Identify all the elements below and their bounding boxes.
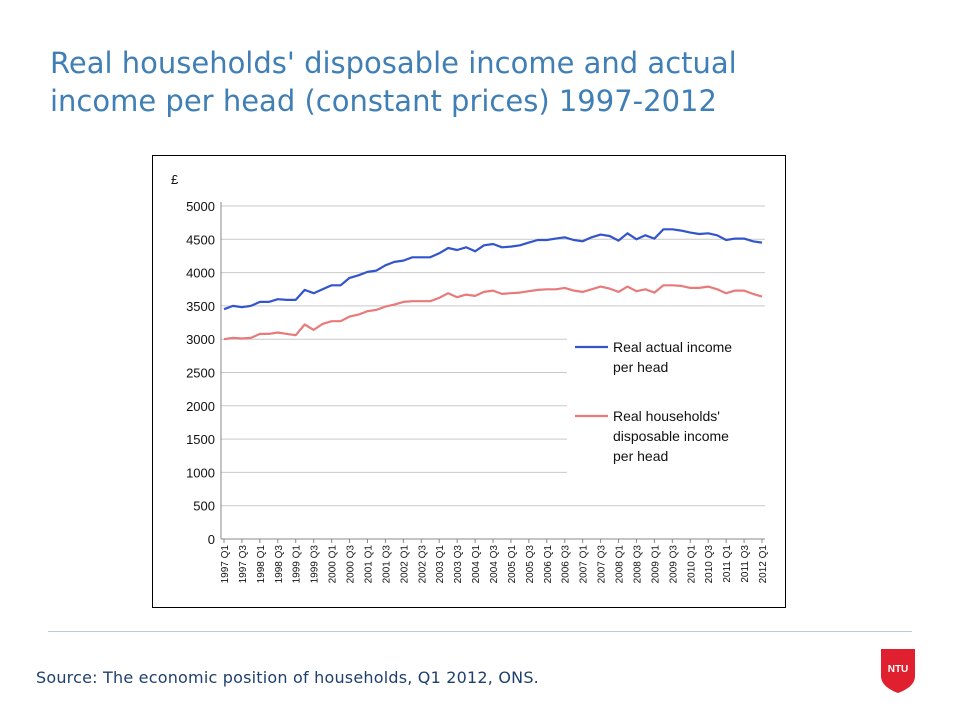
- x-tick-label: 2000 Q3: [346, 545, 357, 584]
- x-tick-label: 2004 Q1: [471, 545, 482, 584]
- x-tick-label: 2002 Q3: [417, 545, 428, 584]
- x-tick-label: 2005 Q3: [525, 545, 536, 584]
- x-tick-label: 2006 Q3: [561, 545, 572, 584]
- ntu-logo: NTU: [881, 649, 915, 693]
- series-line-2: [223, 284, 763, 341]
- y-tick-label: 3500: [186, 299, 215, 314]
- x-tick-label: 2007 Q3: [597, 545, 608, 584]
- ntu-shield-icon: [881, 649, 915, 693]
- legend-label-1: Real actual income: [613, 339, 732, 355]
- y-axis-label: £: [171, 172, 179, 187]
- series-line-1: [223, 228, 763, 311]
- x-tick-label: 2007 Q1: [579, 545, 590, 584]
- x-tick-label: 2010 Q3: [704, 545, 715, 584]
- x-tick-label: 1999 Q1: [292, 545, 303, 584]
- x-tick-label: 2008 Q3: [632, 545, 643, 584]
- x-tick-label: 2003 Q3: [453, 545, 464, 584]
- y-tick-label: 2000: [186, 399, 215, 414]
- x-tick-label: 2011 Q1: [722, 545, 733, 583]
- x-tick-label: 1998 Q3: [274, 545, 285, 584]
- line-chart: 0 500 1000 1500 2000 2500 3000 3500 4000 4500 5000…: [171, 172, 769, 584]
- x-tick-label: 2006 Q1: [543, 545, 554, 584]
- x-tick-label: 2010 Q1: [686, 545, 697, 584]
- ntu-logo-text: NTU: [888, 664, 909, 675]
- x-tick-label: 1999 Q3: [310, 545, 321, 584]
- x-tick-label: 1997 Q1: [220, 545, 231, 584]
- footer-divider: [48, 631, 912, 632]
- x-tick-label: 2002 Q1: [399, 545, 410, 584]
- y-tick-label: 2500: [186, 366, 215, 381]
- x-tick-label: 2009 Q3: [668, 545, 679, 584]
- x-tick-label: 2008 Q1: [615, 545, 626, 584]
- x-tick-label: 2004 Q3: [489, 545, 500, 584]
- page-title-line-1: Real households' disposable income and a…: [50, 46, 737, 80]
- y-tick-label: 5000: [186, 199, 215, 214]
- y-tick-label: 0: [208, 532, 215, 547]
- x-tick-label: 1998 Q1: [256, 545, 267, 584]
- source-note: Source: The economic position of househo…: [36, 668, 539, 687]
- page-title: Real households' disposable income and a…: [50, 44, 910, 120]
- x-tick-label: 1997 Q3: [238, 545, 249, 584]
- legend-label-1: per head: [613, 359, 668, 375]
- x-tick-label: 2009 Q1: [650, 545, 661, 584]
- chart-frame: 0 500 1000 1500 2000 2500 3000 3500 4000 4500 5000…: [152, 155, 786, 608]
- legend-label-2: per head: [613, 448, 668, 464]
- y-tick-label: 500: [193, 499, 215, 514]
- legend-box: [567, 334, 767, 474]
- legend-label-2: Real households': [613, 408, 720, 424]
- y-tick-label: 4000: [186, 266, 215, 281]
- x-tick-label: 2011 Q3: [740, 545, 751, 583]
- x-tick-label: 2001 Q3: [381, 545, 392, 584]
- x-tick-label: 2000 Q1: [328, 545, 339, 584]
- y-tick-label: 4500: [186, 232, 215, 247]
- y-tick-label: 1000: [186, 465, 215, 480]
- y-tick-label: 3000: [186, 332, 215, 347]
- legend-label-2: disposable income: [613, 428, 729, 444]
- x-tick-label: 2003 Q1: [435, 545, 446, 584]
- x-tick-label: 2005 Q1: [507, 545, 518, 584]
- y-tick-label: 1500: [186, 432, 215, 447]
- x-tick-label: 2001 Q1: [363, 545, 374, 584]
- x-tick-label: 2012 Q1: [758, 545, 769, 584]
- page-title-line-2: income per head (constant prices) 1997-2…: [50, 84, 717, 118]
